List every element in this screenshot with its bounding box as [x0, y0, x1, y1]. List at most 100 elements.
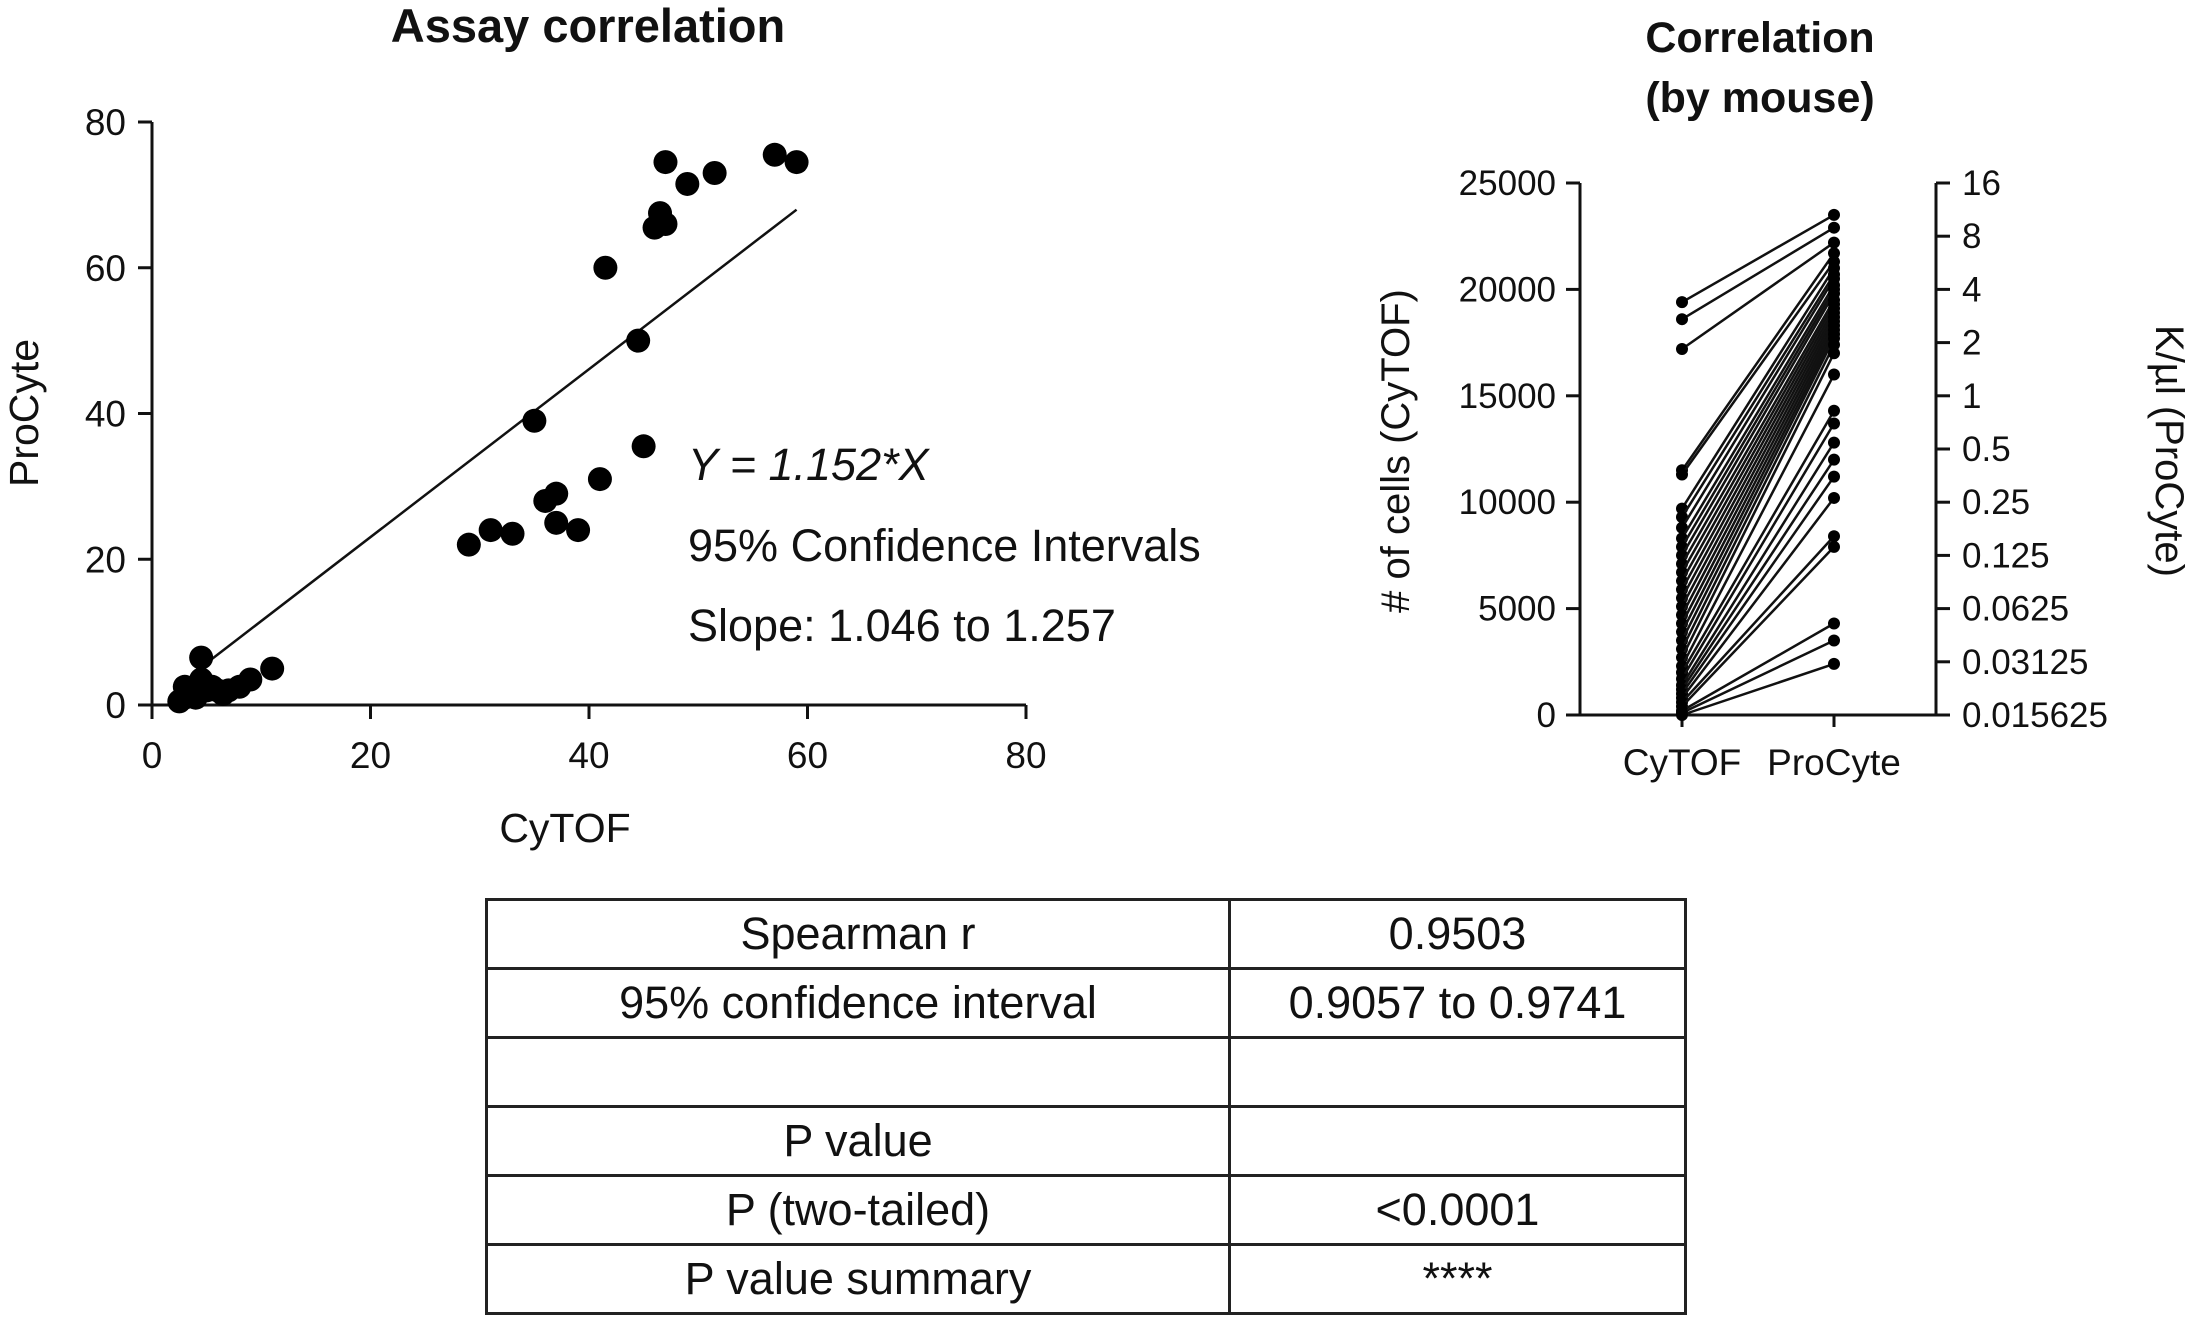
table-row: P value summary **** [485, 1243, 1687, 1315]
pair-right-tick-label: 0.125 [1962, 536, 2050, 575]
pair-point-procyte [1828, 236, 1840, 249]
pair-right-tick-label: 0.0625 [1962, 590, 2069, 629]
pair-line [1680, 422, 1836, 680]
scatter-point [189, 645, 214, 670]
regression-line [200, 208, 798, 669]
pair-line [1681, 546, 1835, 708]
table-cell-value: 0.9503 [1228, 898, 1687, 970]
scatter-point [653, 212, 678, 237]
scatter-point [702, 161, 727, 186]
pair-line [1680, 324, 1836, 616]
scatter-point [762, 142, 787, 167]
scatter-x-tick-label: 80 [1005, 735, 1046, 776]
scatter-point [631, 434, 656, 459]
pair-point-cytof [1676, 709, 1688, 721]
pair-point-procyte [1828, 417, 1840, 430]
pair-point-cytof [1676, 468, 1688, 481]
pair-left-tick-label: 25000 [1459, 164, 1556, 203]
pair-right-tick-label: 16 [1962, 164, 2001, 203]
table-cell-value: 0.9057 to 0.9741 [1228, 967, 1687, 1039]
pair-point-procyte [1828, 634, 1840, 647]
confidence-interval-label: 95% Confidence Intervals [688, 520, 1201, 571]
scatter-point [522, 408, 547, 433]
pair-point-procyte [1828, 347, 1840, 360]
scatter-point [500, 521, 525, 546]
pair-point-cytof [1676, 296, 1688, 309]
pair-point-procyte [1828, 470, 1840, 483]
pair-point-procyte [1828, 491, 1840, 504]
pair-left-tick-label: 10000 [1459, 483, 1556, 522]
pair-point-procyte [1828, 540, 1840, 553]
pair-point-procyte [1828, 208, 1840, 221]
pair-line [1681, 226, 1835, 321]
pair-line [1680, 299, 1836, 565]
pair-line [1680, 316, 1836, 599]
pair-line [1680, 278, 1836, 529]
pair-line [1680, 337, 1836, 642]
pair-line [1681, 622, 1835, 712]
pair-line [1680, 293, 1836, 557]
pair-point-cytof [1676, 313, 1688, 326]
scatter-y-tick-label: 0 [105, 685, 126, 726]
pair-category-cytof: CyTOF [1623, 742, 1742, 783]
pair-point-procyte [1828, 530, 1840, 543]
table-cell-label: 95% confidence interval [485, 967, 1231, 1039]
pair-title-line1: Correlation [1645, 14, 1874, 62]
pair-left-tick-label: 15000 [1459, 377, 1556, 416]
pair-right-tick-label: 0.015625 [1962, 696, 2108, 735]
pair-line [1680, 458, 1836, 691]
table-row: Spearman r 0.9503 [485, 898, 1687, 970]
scatter-point [456, 532, 481, 557]
pair-point-procyte [1828, 368, 1840, 381]
pair-right-tick-label: 2 [1962, 324, 1981, 363]
pair-point-cytof [1676, 342, 1688, 355]
pair-line [1681, 639, 1835, 715]
table-cell-value: **** [1228, 1243, 1687, 1315]
pair-right-tick-label: 4 [1962, 270, 1981, 309]
regression-equation: Y = 1.152*X [688, 439, 931, 490]
pair-line [1680, 333, 1836, 633]
pair-right-tick-label: 1 [1962, 377, 1981, 416]
pair-point-cytof [1676, 511, 1688, 524]
pair-right-tick-label: 0.03125 [1962, 643, 2089, 682]
table-cell-label [485, 1036, 1231, 1108]
pair-left-tick-label: 20000 [1459, 270, 1556, 309]
pair-right-tick-label: 8 [1962, 217, 1981, 256]
scatter-point [626, 328, 651, 353]
table-cell-label: P value summary [485, 1243, 1231, 1315]
table-row: 95% confidence interval 0.9057 to 0.9741 [485, 967, 1687, 1039]
pair-line [1681, 535, 1835, 704]
scatter-y-axis-label: ProCyte [1, 339, 47, 487]
scatter-point [784, 150, 809, 175]
table-cell-value: <0.0001 [1228, 1174, 1687, 1246]
pair-line [1680, 475, 1836, 695]
scatter-point [478, 518, 503, 543]
scatter-y-tick-label: 40 [85, 394, 126, 435]
scatter-title: Assay correlation [391, 0, 785, 52]
table-cell-value [1228, 1036, 1687, 1108]
pair-line [1680, 344, 1836, 650]
pair-line [1680, 307, 1836, 582]
pair-category-procyte: ProCyte [1767, 742, 1901, 783]
scatter-x-tick-label: 40 [568, 735, 609, 776]
pair-line [1680, 267, 1836, 510]
slope-ci-label: Slope: 1.046 to 1.257 [688, 600, 1116, 651]
pair-line [1680, 410, 1836, 674]
scatter-point [260, 656, 285, 681]
pair-line [1680, 261, 1836, 476]
pair-point-procyte [1828, 221, 1840, 234]
pair-line [1680, 352, 1836, 659]
scatter-point [675, 171, 700, 196]
pair-title-line2: (by mouse) [1645, 74, 1874, 122]
pair-point-procyte [1828, 338, 1840, 351]
pair-line [1680, 252, 1836, 471]
pair-left-axis-label: # of cells (CyTOF) [1374, 289, 1418, 613]
pair-line [1681, 662, 1835, 717]
pair-left-tick-label: 5000 [1478, 590, 1556, 629]
pair-right-tick-label: 0.5 [1962, 430, 2011, 469]
table-cell-label: Spearman r [485, 898, 1231, 970]
pair-point-cytof [1676, 521, 1688, 534]
scatter-x-tick-label: 0 [142, 735, 163, 776]
scatter-x-axis-label: CyTOF [499, 805, 630, 851]
scatter-y-tick-label: 60 [85, 248, 126, 289]
